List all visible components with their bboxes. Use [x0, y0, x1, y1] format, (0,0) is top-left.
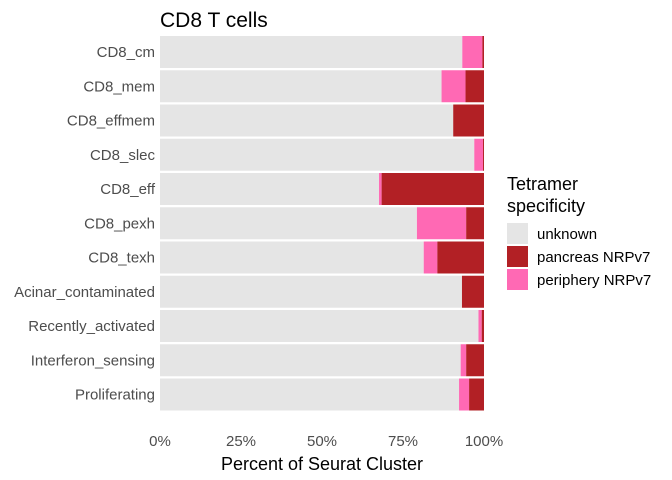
bar-cd8-slec-pancreas-nrpv7 — [483, 138, 484, 171]
bar-cd8-mem-pancreas-nrpv7 — [465, 70, 484, 103]
bar-cd8-cm-pancreas-nrpv7 — [482, 36, 484, 68]
bar-cd8-mem-unknown — [160, 70, 442, 103]
bar-cd8-slec-unknown — [160, 138, 475, 171]
legend-entries: unknown pancreas NRPv7 periphery NRPv7 — [507, 223, 651, 290]
bar-cd8-effmem-pancreas-nrpv7 — [453, 104, 484, 137]
bar-acinar-contaminated-pancreas-nrpv7 — [461, 275, 484, 308]
bar-cd8-effmem-unknown — [160, 104, 454, 137]
bar-cd8-pexh-unknown — [160, 207, 417, 240]
y-tick-label-cd8-pexh: CD8_pexh — [84, 215, 155, 232]
y-tick-label-proliferating: Proliferating — [75, 387, 155, 404]
bar-recently-activated-unknown — [160, 310, 479, 342]
bar-proliferating-unknown — [160, 378, 460, 411]
bars-group — [160, 36, 484, 411]
x-tick-label-75: 75% — [388, 433, 418, 450]
y-tick-label-recently-activated: Recently_activated — [28, 318, 155, 335]
x-tick-label-25: 25% — [226, 433, 256, 450]
bar-cd8-slec-periphery-nrpv7 — [474, 138, 484, 171]
legend-label-unknown: unknown — [537, 226, 597, 243]
bar-cd8-pexh-pancreas-nrpv7 — [466, 207, 484, 240]
x-axis-title: Percent of Seurat Cluster — [221, 454, 423, 474]
legend-label-periphery-nrpv7: periphery NRPv7 — [537, 272, 651, 289]
legend-swatch-unknown — [507, 223, 528, 244]
legend-title-line-1: Tetramer — [507, 174, 578, 194]
legend: Tetramer specificity unknown pancreas NRP… — [507, 174, 651, 290]
bar-cd8-pexh-periphery-nrpv7 — [416, 207, 467, 240]
legend-title-line-2: specificity — [507, 196, 585, 216]
bar-cd8-texh-periphery-nrpv7 — [423, 241, 438, 274]
chart-title: CD8 T cells — [160, 9, 268, 32]
x-tick-labels: 0% 25% 50% 75% 100% — [149, 433, 503, 450]
x-tick-label-100: 100% — [465, 433, 503, 450]
y-tick-label-cd8-texh: CD8_texh — [88, 250, 155, 267]
y-tick-label-cd8-mem: CD8_mem — [83, 78, 155, 95]
legend-swatch-periphery-nrpv7 — [507, 269, 528, 290]
y-tick-label-cd8-slec: CD8_slec — [90, 147, 156, 164]
x-tick-label-0: 0% — [149, 433, 171, 450]
y-tick-label-cd8-effmem: CD8_effmem — [67, 113, 155, 130]
bar-cd8-cm-periphery-nrpv7 — [462, 36, 483, 68]
bar-cd8-texh-unknown — [160, 241, 424, 274]
bar-cd8-texh-pancreas-nrpv7 — [437, 241, 484, 274]
y-tick-label-cd8-cm: CD8_cm — [97, 44, 155, 61]
x-tick-label-50: 50% — [307, 433, 337, 450]
bar-acinar-contaminated-unknown — [160, 275, 462, 308]
bar-proliferating-periphery-nrpv7 — [459, 378, 470, 411]
bar-cd8-cm-unknown — [160, 36, 463, 68]
legend-label-pancreas-nrpv7: pancreas NRPv7 — [537, 249, 650, 266]
y-tick-label-interferon-sensing: Interferon_sensing — [31, 352, 155, 369]
y-tick-label-acinar-contaminated: Acinar_contaminated — [14, 284, 155, 301]
bar-recently-activated-pancreas-nrpv7 — [481, 310, 484, 342]
bar-cd8-eff-pancreas-nrpv7 — [381, 173, 484, 205]
bar-cd8-eff-unknown — [160, 173, 380, 205]
y-tick-labels: CD8_cm CD8_mem CD8_effmem CD8_slec CD8_eff CD… — [14, 44, 156, 404]
bar-cd8-mem-periphery-nrpv7 — [441, 70, 466, 103]
bar-proliferating-pancreas-nrpv7 — [469, 378, 484, 411]
bar-interferon-sensing-periphery-nrpv7 — [460, 344, 467, 377]
bar-interferon-sensing-pancreas-nrpv7 — [466, 344, 484, 377]
bar-cd8-eff-periphery-nrpv7 — [379, 173, 382, 205]
legend-swatch-pancreas-nrpv7 — [507, 246, 528, 267]
y-tick-label-cd8-eff: CD8_eff — [100, 181, 156, 198]
bar-interferon-sensing-unknown — [160, 344, 461, 377]
bar-recently-activated-periphery-nrpv7 — [478, 310, 482, 342]
